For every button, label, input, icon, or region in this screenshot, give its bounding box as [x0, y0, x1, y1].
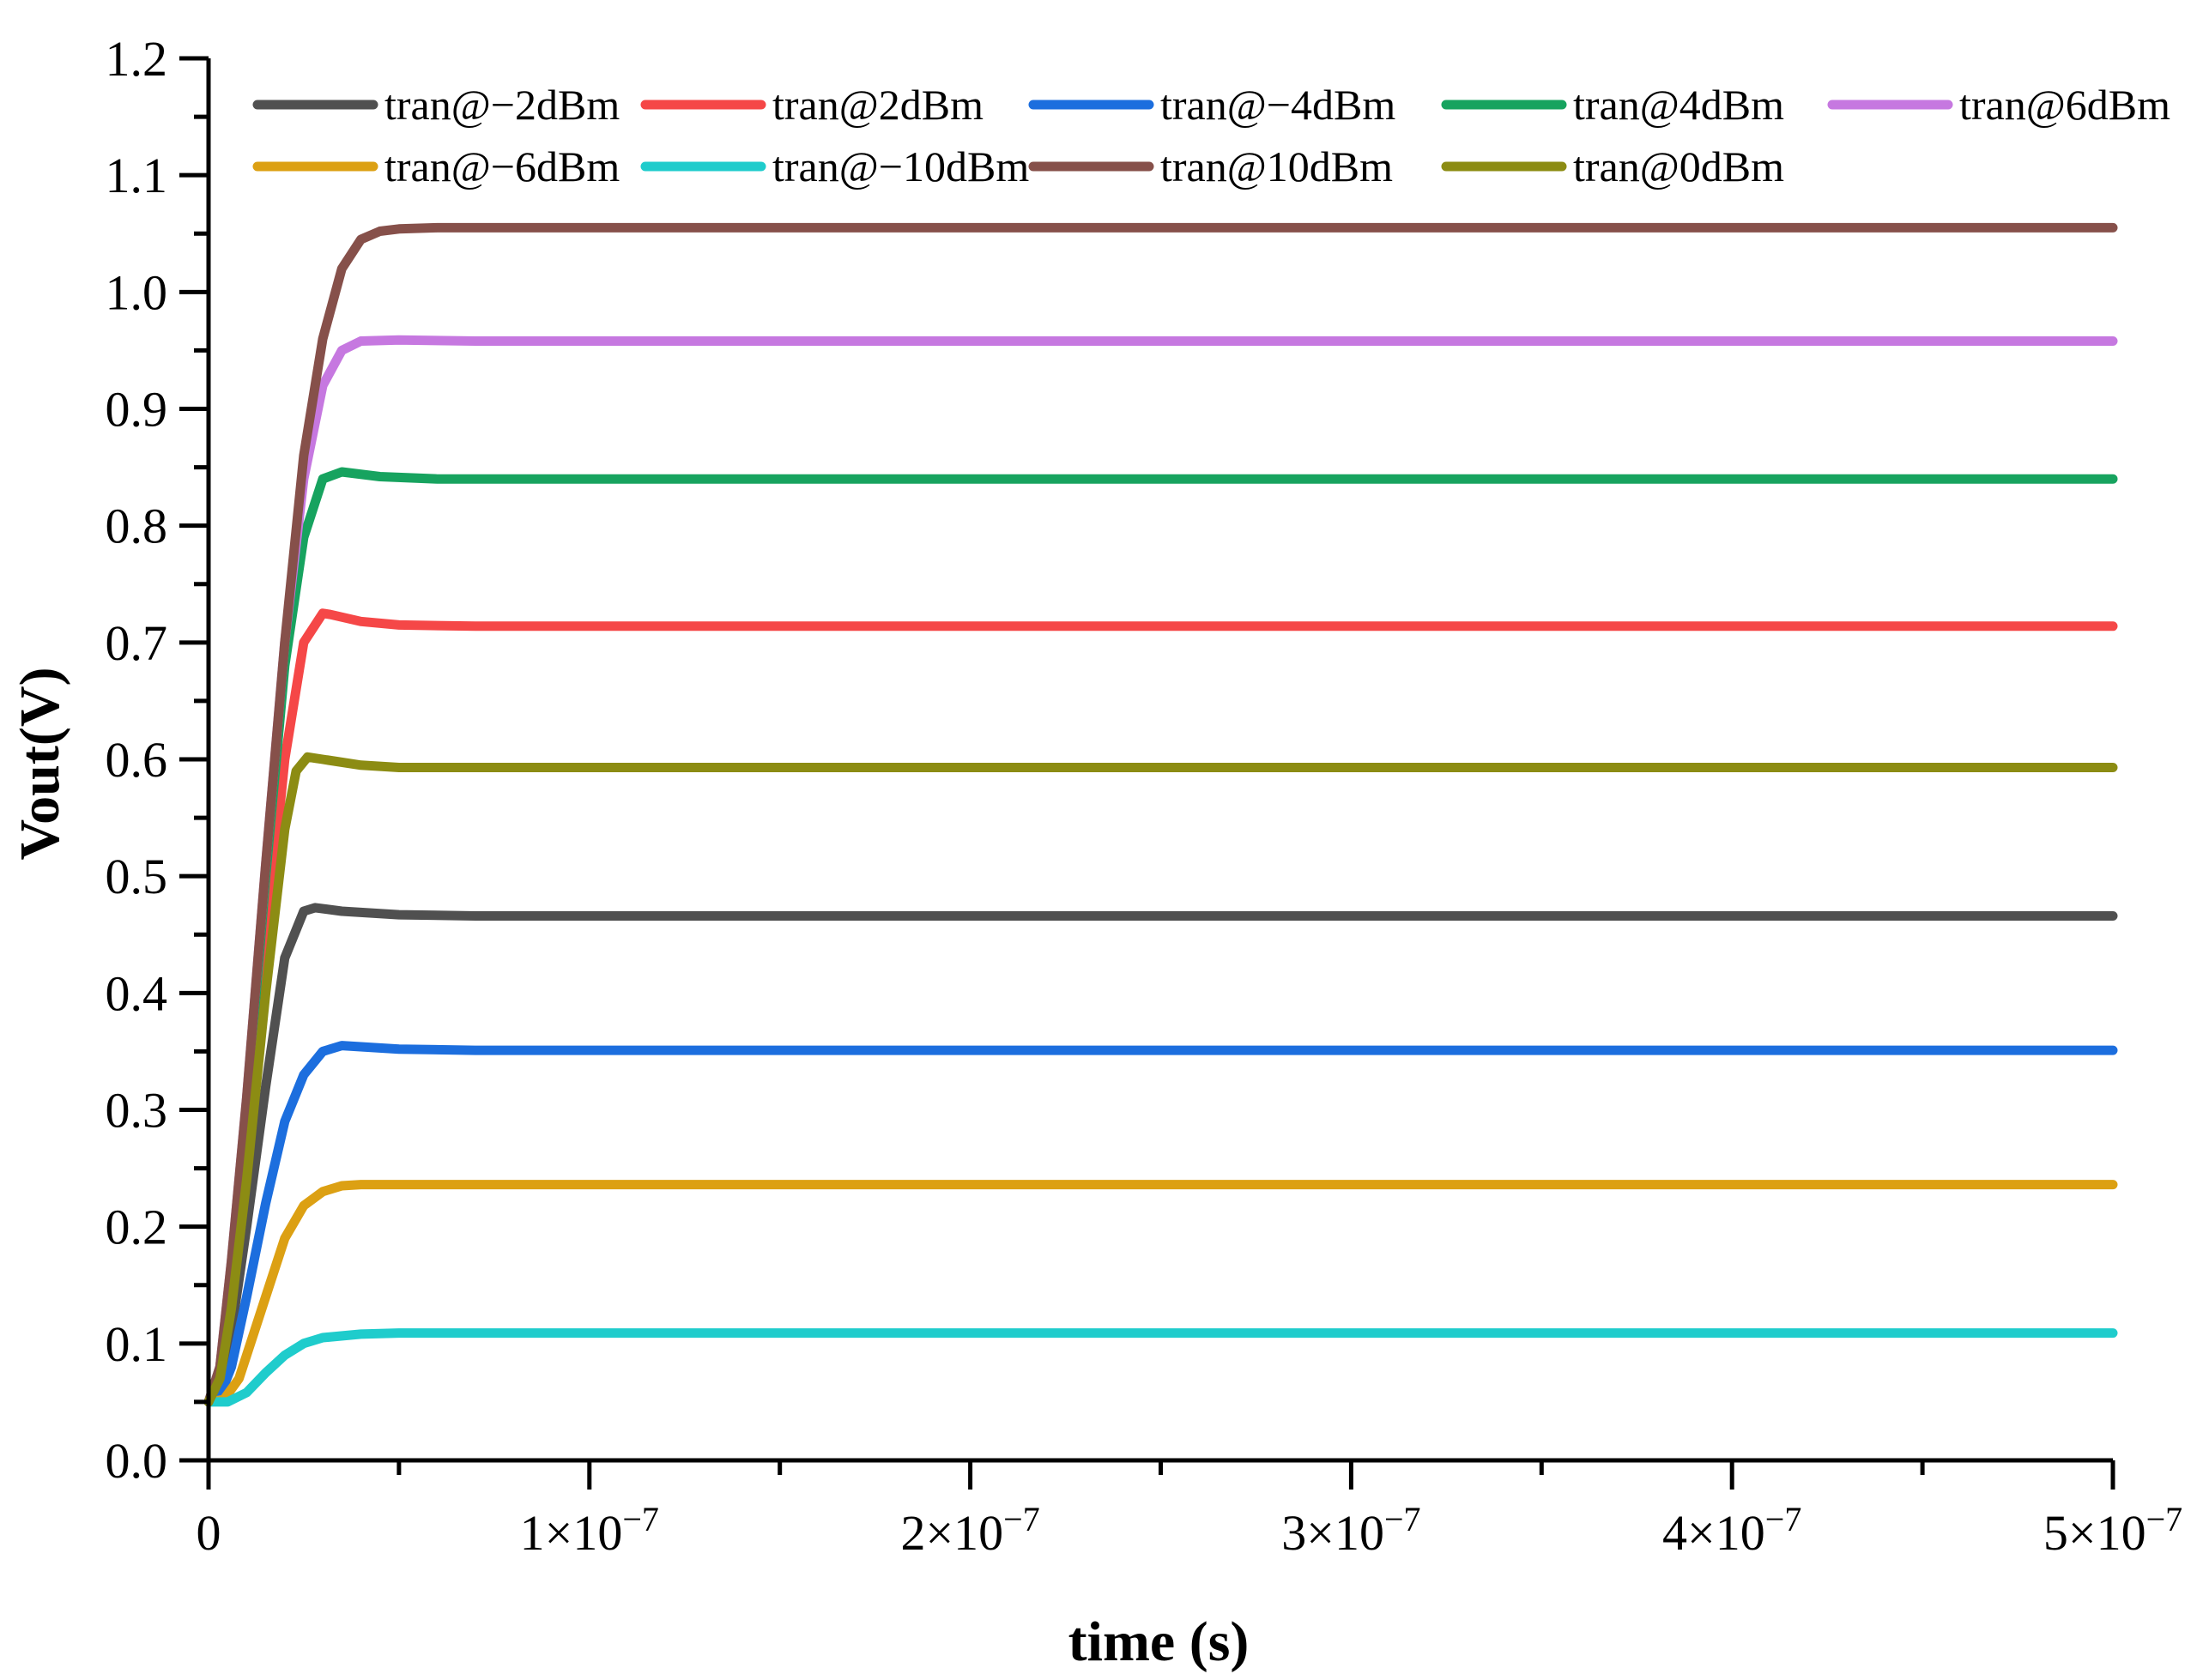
legend-label-6: tran@−10dBm — [772, 142, 1029, 190]
y-tick-label: 0.0 — [106, 1433, 168, 1489]
legend-label-2: tran@−4dBm — [1160, 81, 1395, 129]
series-line-5 — [203, 1180, 2118, 1407]
y-axis-title: Vout(V) — [9, 668, 71, 861]
x-tick-exponent: −7 — [1765, 1500, 1802, 1538]
y-tick-label: 0.7 — [106, 615, 168, 671]
x-tick-label: 4×10−7 — [1662, 1500, 1801, 1562]
series-layer — [203, 222, 2118, 1407]
y-tick-label: 0.4 — [106, 965, 168, 1021]
series-line-8 — [203, 752, 2118, 1407]
x-tick-exponent: −7 — [1384, 1500, 1421, 1538]
legend-label-5: tran@−6dBm — [384, 142, 620, 190]
y-tick-label: 0.1 — [106, 1316, 168, 1372]
y-tick-label: 1.2 — [106, 31, 168, 87]
x-tick-exponent: −7 — [622, 1500, 659, 1538]
x-tick-label: 3×10−7 — [1281, 1500, 1420, 1562]
y-tick-label: 0.6 — [106, 732, 168, 788]
y-tick-label: 0.9 — [106, 382, 168, 438]
legend-label-1: tran@2dBm — [772, 81, 983, 129]
x-tick-exponent: −7 — [1003, 1500, 1040, 1538]
series-line-6 — [203, 1328, 2118, 1407]
legend: tran@−2dBm tran@2dBm tran@−4dBm tran@4dBm tr… — [252, 81, 2170, 190]
x-tick-exponent: −7 — [2146, 1500, 2183, 1538]
legend-label-7: tran@10dBm — [1160, 142, 1393, 190]
y-tick-label: 0.3 — [106, 1083, 168, 1139]
series-line-7 — [203, 222, 2118, 1407]
y-tick-label: 0.8 — [106, 499, 168, 554]
y-tick-label: 1.1 — [106, 148, 168, 203]
y-tick-label: 0.2 — [106, 1200, 168, 1255]
legend-label-4: tran@6dBm — [1959, 81, 2170, 129]
x-tick-label: 0 — [197, 1505, 221, 1561]
y-tick-label: 1.0 — [106, 264, 168, 320]
y-tick-label: 0.5 — [106, 849, 168, 904]
x-axis-title: time (s) — [1068, 1611, 1250, 1673]
series-line-2 — [203, 1041, 2118, 1407]
legend-label-8: tran@0dBm — [1573, 142, 1784, 190]
legend-label-0: tran@−2dBm — [384, 81, 620, 129]
legend-label-3: tran@4dBm — [1573, 81, 1784, 129]
